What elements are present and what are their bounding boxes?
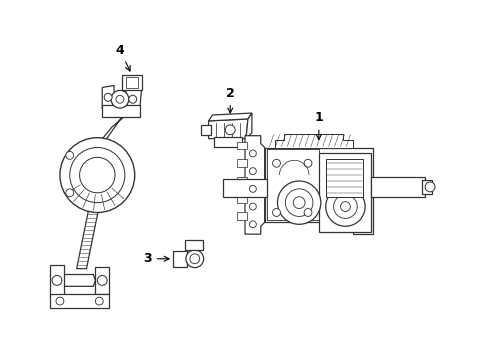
Bar [422,180,432,194]
Circle shape [272,208,280,216]
Polygon shape [265,134,353,148]
Circle shape [225,125,235,135]
Polygon shape [76,211,98,269]
Circle shape [79,157,115,193]
Bar [371,177,425,197]
Bar [237,195,247,203]
Bar [267,149,319,220]
Circle shape [52,275,62,285]
Bar [50,294,109,308]
Circle shape [425,182,435,192]
Circle shape [116,95,124,103]
Circle shape [60,138,135,212]
Bar [96,267,109,294]
Polygon shape [126,85,142,111]
Bar [173,251,187,267]
Circle shape [66,189,74,197]
Circle shape [334,195,357,219]
Circle shape [326,187,365,226]
Circle shape [129,95,137,103]
Polygon shape [246,113,252,139]
Circle shape [277,181,321,224]
Polygon shape [265,148,373,234]
Circle shape [111,90,129,108]
Circle shape [249,185,256,192]
Bar [50,265,64,296]
Polygon shape [88,210,99,211]
Circle shape [285,189,313,216]
Bar [215,137,242,147]
Circle shape [304,159,312,167]
Circle shape [249,168,256,175]
Polygon shape [209,119,248,139]
Circle shape [249,203,256,210]
Circle shape [70,148,125,203]
Circle shape [190,254,200,264]
Polygon shape [88,101,136,148]
Polygon shape [102,85,114,109]
Circle shape [304,208,312,216]
Circle shape [186,250,204,267]
Circle shape [104,93,112,101]
Text: 2: 2 [226,87,235,113]
Circle shape [249,221,256,228]
Polygon shape [56,275,96,286]
Circle shape [66,152,74,159]
Bar [126,77,138,89]
Bar [237,141,247,149]
Bar [102,105,140,117]
Bar [223,179,267,197]
Text: 3: 3 [143,252,169,265]
Bar [185,240,203,250]
Circle shape [127,78,137,87]
Circle shape [96,297,103,305]
Bar [201,125,211,135]
Polygon shape [209,113,252,121]
Bar [237,159,247,167]
Circle shape [56,297,64,305]
Text: 1: 1 [315,112,323,140]
Bar [326,159,363,197]
Polygon shape [245,136,265,234]
Bar [237,177,247,185]
Circle shape [341,202,350,212]
Text: 4: 4 [116,44,130,71]
Bar [122,75,142,90]
Circle shape [272,159,280,167]
Circle shape [293,197,305,208]
Bar [319,153,371,232]
Circle shape [249,150,256,157]
Bar [237,212,247,220]
Circle shape [98,275,107,285]
